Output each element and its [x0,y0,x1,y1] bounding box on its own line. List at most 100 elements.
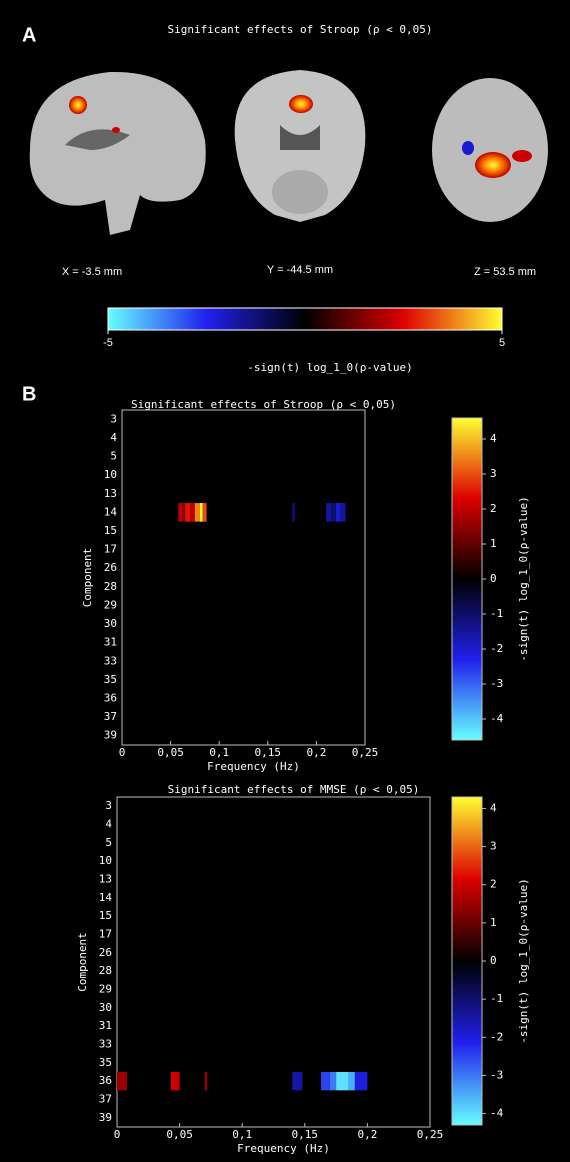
y-tick-label: 26 [104,561,117,574]
colorbar-tick-label: 2 [490,878,497,891]
colorbar-tick-label: -5 [103,337,113,349]
colorbar [107,307,503,331]
y-tick-label: 31 [104,636,117,649]
heatmap-cell [292,1072,303,1091]
y-tick-label: 35 [104,673,117,686]
x-tick-label: 0,15 [255,746,282,759]
chart-title: Significant effects of Stroop (ρ < 0,05) [131,398,396,411]
x-axis-label: Frequency (Hz) [207,760,300,773]
y-tick-label: 10 [99,854,112,867]
heatmap-cell [340,503,346,522]
colorbar-tick-label: 3 [490,467,497,480]
colorbar-tick-label: 5 [499,337,505,349]
y-tick-label: 14 [99,891,113,904]
slice-label: Z = 53.5 mm [474,266,536,278]
heatmap-cell [202,503,207,522]
heatmap-cell [190,503,195,522]
x-tick-label: 0 [114,1128,121,1141]
plot-area [121,409,366,746]
heatmap-cell [182,503,186,522]
heatmap-cell [354,1072,368,1091]
x-tick-label: 0,2 [357,1128,377,1141]
y-tick-label: 4 [110,431,117,444]
x-tick-label: 0,2 [306,746,326,759]
panel-label: A [22,24,36,46]
x-tick-label: 0,15 [292,1128,319,1141]
y-tick-label: 28 [104,580,117,593]
heatmap-cell [170,1072,180,1091]
colorbar-tick-label: -3 [490,1068,503,1081]
x-axis-label: Frequency (Hz) [237,1142,330,1155]
y-tick-label: 33 [99,1038,112,1051]
heatmap-cell [335,503,341,522]
heatmap-cell [194,503,200,522]
chart-title: Significant effects of MMSE (ρ < 0,05) [168,783,420,796]
colorbar-tick-label: 2 [490,502,497,515]
heatmap-cell [117,1072,128,1091]
colorbar-label: -sign(t) log_1_0(ρ-value) [247,361,413,374]
heatmap-cell [178,503,183,522]
slice-label: Y = -44.5 mm [267,264,333,276]
heatmap-cell [348,1072,355,1091]
x-tick-label: 0,25 [352,746,379,759]
colorbar [451,417,483,741]
colorbar-tick-label: 0 [490,572,497,585]
y-tick-label: 31 [99,1019,112,1032]
heatmap-cell [321,1072,330,1091]
plot-area [116,796,431,1128]
colorbar-tick-label: -4 [490,712,504,725]
heatmap-cell [336,1072,349,1091]
colorbar-tick-label: 1 [490,537,497,550]
y-tick-label: 36 [104,691,117,704]
y-tick-label: 37 [99,1093,112,1106]
y-tick-label: 14 [104,505,118,518]
x-tick-label: 0 [119,746,126,759]
y-tick-label: 5 [105,836,112,849]
colorbar-tick-label: 4 [490,801,497,814]
colorbar-tick-label: 3 [490,840,497,853]
y-tick-label: 39 [104,729,117,742]
colorbar-label: -sign(t) log_1_0(ρ-value) [517,878,530,1044]
y-tick-label: 17 [104,543,117,556]
y-tick-label: 10 [104,468,117,481]
brain-axial [432,78,548,222]
x-tick-label: 0,25 [417,1128,444,1141]
colorbar-tick-label: -2 [490,1030,503,1043]
y-tick-label: 26 [99,946,112,959]
y-tick-label: 13 [104,487,117,500]
y-tick-label: 15 [99,909,112,922]
y-tick-label: 30 [104,617,117,630]
slice-label: X = -3.5 mm [62,266,122,278]
x-tick-label: 0,05 [157,746,184,759]
heatmap-cell [185,503,191,522]
colorbar [451,796,483,1126]
colorbar-label: -sign(t) log_1_0(ρ-value) [517,496,530,662]
brain-coronal [234,70,366,222]
brain-sagittal [29,71,206,235]
colorbar-tick-label: 4 [490,432,497,445]
y-tick-label: 36 [99,1074,112,1087]
y-tick-label: 17 [99,928,112,941]
heatmap-cell [204,1072,208,1091]
panel-label: B [22,383,36,405]
y-tick-label: 29 [104,598,117,611]
heatmap-cell [329,1072,337,1091]
x-tick-label: 0,1 [209,746,229,759]
colorbar-tick-label: -3 [490,677,503,690]
colorbar-tick-label: 0 [490,954,497,967]
x-tick-label: 0,05 [166,1128,193,1141]
y-tick-label: 3 [110,412,117,425]
colorbar-tick-label: -1 [490,607,503,620]
y-tick-label: 33 [104,654,117,667]
y-tick-label: 15 [104,524,117,537]
colorbar-tick-label: 1 [490,916,497,929]
y-tick-label: 35 [99,1056,112,1069]
colorbar-tick-label: -4 [490,1107,504,1120]
y-tick-label: 3 [105,799,112,812]
y-axis-label: Component [76,932,89,992]
y-tick-label: 30 [99,1001,112,1014]
y-axis-label: Component [81,548,94,608]
heatmap-cell [330,503,336,522]
y-tick-label: 13 [99,873,112,886]
